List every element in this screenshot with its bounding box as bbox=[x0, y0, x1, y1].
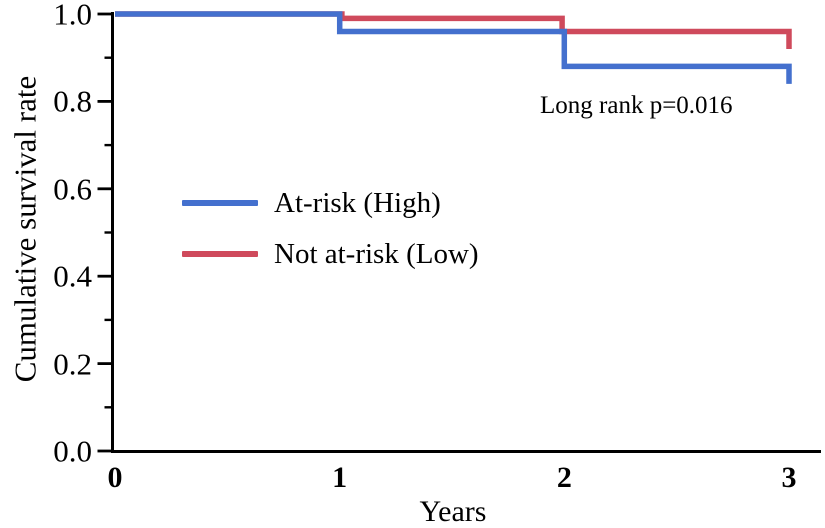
pvalue-annotation: Long rank p=0.016 bbox=[540, 92, 733, 119]
legend-label-at-risk-high: At-risk (High) bbox=[274, 186, 441, 219]
series-line-at-risk-high bbox=[115, 11, 792, 84]
y-tick-label: 0.8 bbox=[53, 83, 92, 119]
legend: At-risk (High) Not at-risk (Low) bbox=[182, 186, 479, 288]
x-tick-label: 1 bbox=[332, 461, 348, 494]
legend-item-not-at-risk-low: Not at-risk (Low) bbox=[182, 237, 479, 271]
x-tick-label: 0 bbox=[107, 461, 123, 494]
legend-item-at-risk-high: At-risk (High) bbox=[182, 186, 479, 220]
legend-label-not-at-risk-low: Not at-risk (Low) bbox=[274, 237, 479, 270]
x-tick-label: 2 bbox=[556, 461, 572, 494]
y-tick-label: 1.0 bbox=[53, 0, 92, 32]
y-axis-title: Cumulative survival rate bbox=[7, 75, 43, 383]
y-tick-label: 0.2 bbox=[53, 346, 92, 382]
y-tick-label: 0.6 bbox=[53, 171, 92, 207]
legend-swatch-not-at-risk-low bbox=[182, 251, 258, 257]
legend-swatch-at-risk-high bbox=[182, 200, 258, 206]
y-tick-label: 0.0 bbox=[53, 433, 92, 469]
x-axis-title: Years bbox=[419, 495, 487, 528]
x-tick-label: 3 bbox=[781, 461, 797, 494]
y-tick-label: 0.4 bbox=[53, 258, 92, 294]
